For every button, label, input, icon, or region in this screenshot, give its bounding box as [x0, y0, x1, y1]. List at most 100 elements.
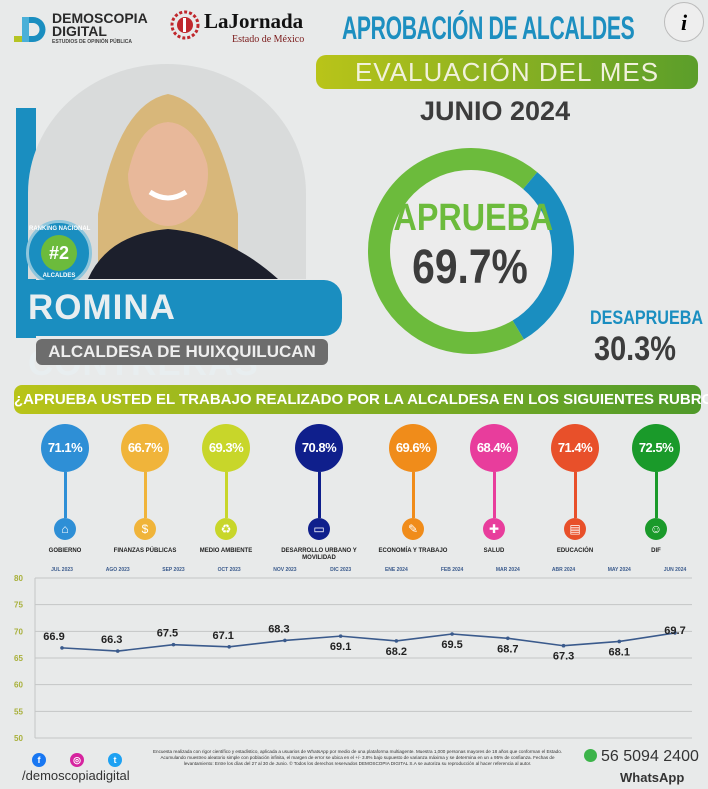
- rubro-value: 71.4%: [551, 424, 599, 472]
- whatsapp-icon: [584, 749, 597, 762]
- rubro-stem: [224, 472, 228, 518]
- approve-value: 69.7%: [412, 241, 528, 294]
- jornada-seal-icon: [170, 10, 200, 40]
- brand-tagline: ESTUDIOS DE OPINIÓN PÚBLICA: [52, 39, 133, 45]
- rubro-label: DIF: [651, 548, 661, 554]
- badge-top-text: RANKING NACIONAL: [29, 226, 91, 232]
- badge-rank: #2: [41, 235, 77, 271]
- data-point: [227, 645, 231, 649]
- donut-disapprove-arc: [368, 148, 574, 354]
- rubro-value: 69.3%: [202, 424, 250, 472]
- rubro-label: EDUCACIÓN: [556, 548, 594, 554]
- rubro-label: SALUD: [483, 548, 505, 554]
- rubro-item: 72.5% ☺ DIF: [616, 424, 696, 555]
- data-label: 68.2: [386, 646, 407, 658]
- book-icon: ▤: [564, 518, 586, 540]
- rubro-item: 71.1% ⌂ GOBIERNO: [25, 424, 105, 555]
- approve-label: APRUEBA: [393, 197, 554, 239]
- y-tick-label: 50: [14, 734, 23, 743]
- rubro-label: DESARROLLO URBANO Y MOVILIDAD: [281, 548, 357, 561]
- approval-donut: [368, 148, 574, 354]
- methodology-note: Encuesta realizada con rigor científico …: [152, 749, 563, 766]
- brand-text: DEMOSCOPIA DIGITAL: [52, 10, 148, 39]
- rubro-item: 70.8% ▭ DESARROLLO URBANO Y MOVILIDAD: [279, 424, 359, 562]
- data-label: 67.1: [212, 630, 233, 642]
- data-label: 69.7: [664, 625, 685, 637]
- twitter-icon[interactable]: t: [108, 753, 122, 767]
- candidate-role: ALCALDESA DE HUIXQUILUCAN: [36, 339, 328, 365]
- period-label: JUNIO 2024: [420, 96, 571, 126]
- recycle-icon: ♻: [215, 518, 237, 540]
- candidate-photo: [28, 64, 306, 279]
- brand-name: DEMOSCOPIA DIGITAL ESTUDIOS DE OPINIÓN PÚ…: [52, 10, 148, 46]
- rubro-label: GOBIERNO: [48, 548, 82, 554]
- data-point: [617, 639, 622, 644]
- instagram-icon[interactable]: ◎: [70, 753, 84, 767]
- trend-line-chart: 80 75 70 65 60 55 50 JUL 2023 AGO 2023 SEP 2023 OC…: [14, 567, 692, 743]
- y-tick-label: 80: [14, 574, 23, 583]
- x-tick-label: DIC 2023: [330, 567, 351, 573]
- rubro-stem: [411, 472, 415, 518]
- health-cross-icon: ✚: [483, 518, 505, 540]
- x-tick-label: FEB 2024: [441, 567, 464, 573]
- y-tick-label: 75: [14, 601, 23, 610]
- rubro-value: 72.5%: [632, 424, 680, 472]
- phone-number[interactable]: 56 5094 2400: [584, 748, 699, 766]
- social-handle[interactable]: /demoscopiadigital: [22, 768, 130, 783]
- whatsapp-label: WhatsApp: [620, 770, 685, 785]
- government-building-icon: ⌂: [54, 518, 76, 540]
- x-tick-label: OCT 2023: [218, 567, 241, 573]
- data-point: [506, 636, 510, 641]
- data-point: [450, 632, 454, 636]
- badge-bottom-text: ALCALDES: [42, 273, 76, 279]
- info-button[interactable]: i: [664, 2, 704, 42]
- data-label: 68.3: [268, 623, 289, 635]
- disapprove-label: DESAPRUEBA: [590, 308, 704, 329]
- rubro-label: ECONOMÍA Y TRABAJO: [378, 548, 448, 554]
- data-label: 67.3: [553, 651, 574, 663]
- rubro-item: 71.4% ▤ EDUCACIÓN: [535, 424, 615, 555]
- rubro-item: 69.6% ✎ ECONOMÍA Y TRABAJO: [373, 424, 453, 555]
- data-point: [673, 631, 677, 635]
- rubro-value: 69.6%: [389, 424, 437, 472]
- rubro-label: MEDIO AMBIENTE: [199, 548, 253, 554]
- family-icon: ☺: [645, 518, 667, 540]
- rubro-stem: [573, 472, 577, 518]
- candidate-name: ROMINA CONTRERAS: [16, 280, 342, 383]
- x-tick-label: ENE 2024: [385, 567, 408, 573]
- facebook-icon[interactable]: f: [32, 753, 46, 767]
- data-label: 69.5: [441, 639, 462, 651]
- data-point: [60, 646, 64, 650]
- data-point: [338, 634, 343, 638]
- data-point: [171, 642, 176, 647]
- data-point: [394, 639, 399, 643]
- x-tick-label: AGO 2023: [106, 567, 130, 573]
- rubro-stem: [63, 472, 67, 518]
- x-tick-label: MAR 2024: [496, 567, 520, 573]
- question-banner: ¿APRUEBA USTED EL TRABAJO REALIZADO POR …: [14, 385, 708, 414]
- partner-sub: Estado de México: [232, 34, 305, 45]
- economy-icon: ✎: [402, 518, 424, 540]
- x-tick-label: NOV 2023: [273, 567, 297, 573]
- rubro-item: 66.7% $ FINANZAS PÚBLICAS: [105, 424, 185, 555]
- y-tick-label: 60: [14, 681, 23, 690]
- y-tick-label: 65: [14, 654, 23, 663]
- rubro-stem: [143, 472, 147, 518]
- data-label: 69.1: [330, 641, 351, 653]
- data-label: 67.5: [157, 628, 178, 640]
- series-line: [61, 632, 676, 652]
- data-label: 68.7: [497, 643, 518, 655]
- data-label: 68.1: [609, 646, 630, 658]
- rubro-value: 70.8%: [295, 424, 343, 472]
- y-tick-label: 55: [14, 707, 23, 716]
- disapprove-value: 30.3%: [594, 330, 676, 368]
- rubro-value: 71.1%: [41, 424, 89, 472]
- demoscopia-logo: [14, 17, 46, 42]
- social-icons: f ◎ t: [32, 750, 146, 768]
- y-tick-label: 70: [14, 627, 23, 636]
- subtitle-banner: EVALUACIÓN DEL MES: [316, 55, 698, 89]
- rubro-stem: [317, 472, 321, 518]
- phone-text: 56 5094 2400: [601, 748, 699, 765]
- data-point: [283, 638, 287, 643]
- partner-logo: LaJornada Estado de México: [170, 10, 304, 45]
